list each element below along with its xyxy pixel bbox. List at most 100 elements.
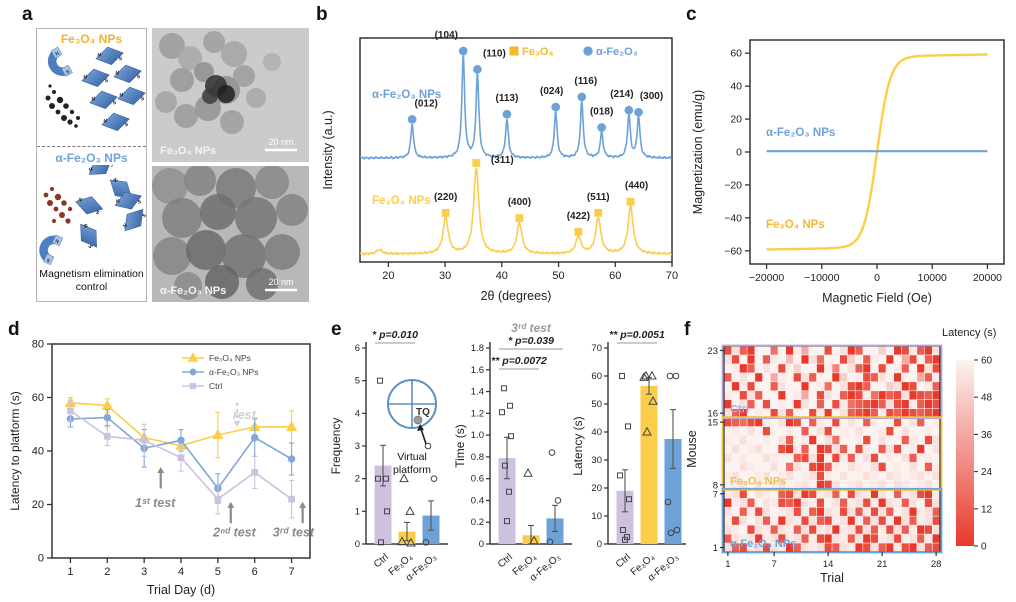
svg-text:70: 70 xyxy=(591,343,602,354)
svg-text:S: S xyxy=(136,199,142,206)
svg-text:N: N xyxy=(54,50,60,57)
svg-text:S: S xyxy=(104,78,109,85)
svg-text:Frequency: Frequency xyxy=(330,418,343,475)
svg-text:20: 20 xyxy=(32,499,44,511)
svg-text:(024): (024) xyxy=(540,86,563,97)
panel-label-f: f xyxy=(684,319,691,340)
svg-text:S: S xyxy=(108,165,115,169)
svg-text:3: 3 xyxy=(355,441,360,452)
svg-text:(113): (113) xyxy=(496,93,519,104)
svg-text:−40: −40 xyxy=(724,212,742,224)
svg-text:Time (s): Time (s) xyxy=(453,424,467,468)
fe3o4-group-title: Fe₃O₄ NPs xyxy=(60,32,123,46)
svg-text:Magnetization (emu/g): Magnetization (emu/g) xyxy=(691,90,705,214)
svg-text:N: N xyxy=(114,70,119,77)
svg-text:S: S xyxy=(95,210,100,217)
svg-text:−10000: −10000 xyxy=(804,272,839,284)
svg-text:1.6: 1.6 xyxy=(471,365,484,376)
svg-text:Fe₃O₄ NPs: Fe₃O₄ NPs xyxy=(766,219,825,231)
tem-image-fe3o4: Fe₃O₄ NPs 20 nm xyxy=(152,28,309,162)
svg-text:** p=0.0051: ** p=0.0051 xyxy=(609,329,665,341)
svg-text:(511): (511) xyxy=(587,192,610,203)
svg-text:N: N xyxy=(111,177,118,184)
svg-text:α-Fe₂O₃ NPs: α-Fe₂O₃ NPs xyxy=(209,367,258,377)
svg-text:50: 50 xyxy=(552,270,564,282)
svg-text:Trial Day (d): Trial Day (d) xyxy=(147,583,215,597)
svg-text:1ˢᵗ test: 1ˢᵗ test xyxy=(135,496,176,510)
svg-text:N: N xyxy=(90,96,95,103)
svg-text:S: S xyxy=(141,212,146,219)
magnetization-chart: −20000 −10000 0 10000 20000 −60 −40 −20 0 20 40 60 M… xyxy=(691,39,1005,305)
svg-text:(220): (220) xyxy=(434,192,457,203)
svg-text:2: 2 xyxy=(355,474,360,485)
svg-text:S: S xyxy=(118,56,123,63)
svg-text:50: 50 xyxy=(591,399,602,410)
svg-text:12: 12 xyxy=(981,504,993,515)
schematic-caption: Magnetism elimination control xyxy=(39,268,144,294)
svg-text:1: 1 xyxy=(355,506,360,517)
svg-text:N: N xyxy=(118,92,123,99)
panel-label-a: a xyxy=(22,4,33,25)
svg-text:3ʳᵈ test: 3ʳᵈ test xyxy=(273,526,315,540)
svg-text:3: 3 xyxy=(141,566,147,578)
svg-text:N: N xyxy=(87,166,94,173)
svg-text:N: N xyxy=(81,223,88,230)
svg-text:28: 28 xyxy=(931,559,942,570)
svg-text:(214): (214) xyxy=(610,89,633,100)
svg-text:70: 70 xyxy=(666,270,678,282)
svg-text:16: 16 xyxy=(707,409,718,420)
svg-text:60: 60 xyxy=(981,356,993,367)
svg-text:N: N xyxy=(115,198,121,205)
svg-text:40: 40 xyxy=(496,270,508,282)
svg-text:0: 0 xyxy=(355,539,360,550)
svg-text:(300): (300) xyxy=(640,91,663,102)
svg-text:Fe₃O₄: Fe₃O₄ xyxy=(522,46,554,58)
svg-text:S: S xyxy=(140,96,145,103)
svg-text:40: 40 xyxy=(32,446,44,458)
svg-text:0: 0 xyxy=(597,539,602,550)
svg-text:Fe₃O₄ NPs: Fe₃O₄ NPs xyxy=(209,353,251,363)
svg-text:** p=0.0072: ** p=0.0072 xyxy=(491,355,547,367)
svg-text:* p=0.039: * p=0.039 xyxy=(508,335,554,347)
svg-text:N: N xyxy=(77,197,82,204)
svg-text:N: N xyxy=(102,118,107,125)
svg-text:1.4: 1.4 xyxy=(471,387,484,398)
svg-text:7: 7 xyxy=(713,489,718,500)
svg-text:0: 0 xyxy=(479,539,484,550)
svg-text:5: 5 xyxy=(355,376,360,387)
svg-text:60: 60 xyxy=(591,371,602,382)
svg-text:20: 20 xyxy=(591,483,602,494)
svg-text:7: 7 xyxy=(771,559,776,570)
svg-text:Latency to platform (s): Latency to platform (s) xyxy=(8,391,22,510)
svg-text:S: S xyxy=(112,100,117,107)
svg-text:0: 0 xyxy=(736,147,742,159)
svg-text:(116): (116) xyxy=(574,76,597,87)
tem-image-fe2o3: α-Fe₂O₃ NPs 20 nm xyxy=(152,166,309,302)
panel-label-e: e xyxy=(331,319,342,340)
svg-text:Trial: Trial xyxy=(820,571,844,585)
svg-text:S: S xyxy=(124,122,129,129)
svg-text:23: 23 xyxy=(707,346,718,357)
panel-label-c: c xyxy=(686,4,697,25)
svg-text:1.8: 1.8 xyxy=(471,343,484,354)
svg-text:1.2: 1.2 xyxy=(471,408,484,419)
svg-text:0.6: 0.6 xyxy=(471,474,484,485)
svg-text:8: 8 xyxy=(713,480,718,491)
svg-text:2ⁿᵈ test: 2ⁿᵈ test xyxy=(212,526,257,540)
svg-text:(110): (110) xyxy=(483,48,506,59)
latency-trialday-chart: 1 2 3 4 5 6 7 0 20 40 60 80 Trial Day (d) Latency to … xyxy=(8,339,315,598)
svg-text:(422): (422) xyxy=(567,211,590,222)
svg-text:Latency (s): Latency (s) xyxy=(942,327,996,339)
svg-text:N: N xyxy=(96,52,101,59)
svg-text:rest: rest xyxy=(233,408,257,422)
svg-text:1: 1 xyxy=(713,543,718,554)
svg-text:60: 60 xyxy=(32,392,44,404)
svg-text:Latency (s): Latency (s) xyxy=(571,416,585,475)
svg-text:20000: 20000 xyxy=(973,272,1002,284)
svg-text:1.0: 1.0 xyxy=(471,430,484,441)
svg-text:20 nm: 20 nm xyxy=(268,277,293,287)
svg-text:Ctrl: Ctrl xyxy=(730,404,749,416)
